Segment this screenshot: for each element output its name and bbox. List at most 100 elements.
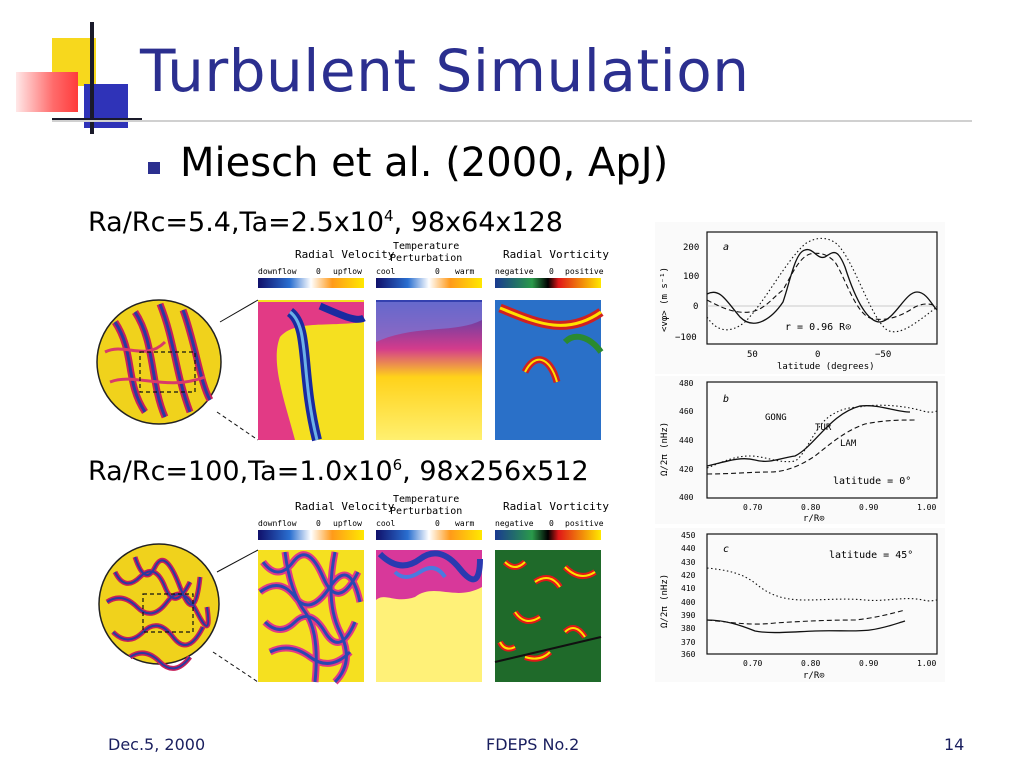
globe-2 xyxy=(98,543,220,671)
logo-red-bar xyxy=(16,72,78,112)
plot-b-frame xyxy=(706,381,938,499)
plot-c-ytick-410: 410 xyxy=(681,584,696,593)
plot-b-lam-line xyxy=(706,419,918,475)
label-negative: negative xyxy=(495,267,534,276)
label-warm-2: warm xyxy=(455,519,474,528)
plot-c-xtick-070: 0.70 xyxy=(743,659,762,668)
plot-c-annotation: latitude = 45° xyxy=(829,550,913,561)
plot-b-xtick-070: 0.70 xyxy=(743,503,762,512)
plot-b-xtick-080: 0.80 xyxy=(801,503,820,512)
colorbar-vorticity-2 xyxy=(495,530,601,540)
label-downflow: downflow xyxy=(258,267,297,276)
plot-b-ytick-440: 440 xyxy=(679,436,694,445)
globe-1 xyxy=(96,299,222,425)
plot-b-xlabel: r/R⊙ xyxy=(803,514,825,524)
plot-a-annotation: r = 0.96 R⊙ xyxy=(785,322,851,333)
plot-c-ytick-450: 450 xyxy=(681,531,696,540)
colorbar-temperature-2 xyxy=(376,530,482,540)
plot-b-xtick-090: 0.90 xyxy=(859,503,878,512)
plot-a: <vφ> (m s⁻¹) 200 100 0 −100 50 0 −50 lat… xyxy=(655,222,945,374)
plot-a-xtick-neg50: −50 xyxy=(875,350,891,360)
simulation-figure-1: Radial Velocity Temperature Perturbation… xyxy=(96,242,609,442)
header-temperature-2: Temperature xyxy=(393,494,459,505)
plot-c-xtick-090: 0.90 xyxy=(859,659,878,668)
footer-page-number: 14 xyxy=(944,735,965,754)
plot-c-solid-line xyxy=(706,619,906,634)
header-radial-velocity-2: Radial Velocity xyxy=(295,500,395,513)
plot-c-xlabel: r/R⊙ xyxy=(803,671,825,681)
plot-a-ytick-neg100: −100 xyxy=(675,333,697,343)
header-radial-vorticity-2: Radial Vorticity xyxy=(503,500,609,513)
plot-c-ytick-360: 360 xyxy=(681,650,696,659)
footer-center: FDEPS No.2 xyxy=(486,735,580,754)
header-perturbation-2: Perturbation xyxy=(390,506,462,517)
plot-c-ylabel: Ω/2π (nHz) xyxy=(660,574,670,628)
label-zero-v: 0 xyxy=(549,267,554,276)
case1-label: Ra/Rc=5.4,Ta=2.5x104, 98x64x128 xyxy=(88,207,563,238)
label-cool: cool xyxy=(376,267,395,276)
plot-c-xtick-100: 1.00 xyxy=(917,659,936,668)
label-zero: 0 xyxy=(316,267,321,276)
bullet-marker xyxy=(148,162,160,174)
plot-b-annotation: latitude = 0° xyxy=(833,476,911,487)
plot-a-dashed-line xyxy=(706,252,938,320)
footer-date: Dec.5, 2000 xyxy=(108,735,206,754)
plot-b-tur-line xyxy=(706,405,911,467)
plot-b-gong-line xyxy=(706,404,938,469)
plot-b-ytick-480: 480 xyxy=(679,379,694,388)
header-temperature: Temperature xyxy=(393,242,459,252)
plot-b-ytick-420: 420 xyxy=(679,465,694,474)
label-zero-2: 0 xyxy=(316,519,321,528)
plot-c-letter: c xyxy=(723,544,729,555)
colorbar-temperature xyxy=(376,278,482,288)
plot-a-xtick-0: 0 xyxy=(815,350,820,360)
title-underline xyxy=(52,120,972,122)
colorbar-vorticity xyxy=(495,278,601,288)
plot-c-ytick-430: 430 xyxy=(681,558,696,567)
colorbar-velocity xyxy=(258,278,364,288)
plot-c: Ω/2π (nHz) 450 440 430 420 410 400 390 3… xyxy=(655,528,945,682)
header-radial-vorticity: Radial Vorticity xyxy=(503,248,609,261)
label-warm: warm xyxy=(455,267,474,276)
plot-c-ytick-400: 400 xyxy=(681,598,696,607)
label-positive-2: positive xyxy=(565,519,604,528)
label-upflow: upflow xyxy=(333,267,362,276)
plot-c-ytick-380: 380 xyxy=(681,624,696,633)
simulation-figure-2: Radial Velocity Temperature Perturbation… xyxy=(98,494,609,685)
plot-c-frame xyxy=(706,533,938,655)
header-perturbation: Perturbation xyxy=(390,253,462,264)
plot-c-xtick-080: 0.80 xyxy=(801,659,820,668)
label-positive: positive xyxy=(565,267,604,276)
label-downflow-2: downflow xyxy=(258,519,297,528)
plot-b-tur-label: TUR xyxy=(815,423,832,433)
label-zero-t-2: 0 xyxy=(435,519,440,528)
plot-b-letter: b xyxy=(723,394,729,405)
plot-b-gong-label: GONG xyxy=(765,413,787,423)
label-upflow-2: upflow xyxy=(333,519,362,528)
label-negative-2: negative xyxy=(495,519,534,528)
plot-b-ytick-400: 400 xyxy=(679,493,694,502)
plot-a-frame xyxy=(706,231,938,345)
plot-a-ytick-0: 0 xyxy=(693,302,698,312)
plot-a-solid-line xyxy=(706,248,938,324)
plot-b-xtick-100: 1.00 xyxy=(917,503,936,512)
plot-b: Ω/2π (nHz) 480 460 440 420 400 0.70 0.80… xyxy=(655,376,945,524)
plot-a-xtick-50: 50 xyxy=(747,350,758,360)
logo-vertical-line xyxy=(90,22,94,134)
plot-c-ytick-370: 370 xyxy=(681,638,696,647)
plot-c-dashed-line xyxy=(706,609,906,625)
label-cool-2: cool xyxy=(376,519,395,528)
plot-a-dotted-line xyxy=(706,237,938,333)
plot-a-ytick-100: 100 xyxy=(683,272,699,282)
label-zero-v-2: 0 xyxy=(549,519,554,528)
case2-label: Ra/Rc=100,Ta=1.0x106, 98x256x512 xyxy=(88,456,589,487)
bullet-text: Miesch et al. (2000, ApJ) xyxy=(180,140,669,186)
plot-b-lam-label: LAM xyxy=(840,439,857,449)
colorbar-velocity-2 xyxy=(258,530,364,540)
plot-c-ytick-420: 420 xyxy=(681,571,696,580)
plot-c-dotted-line xyxy=(706,567,938,602)
plot-a-xlabel: latitude (degrees) xyxy=(777,362,875,372)
plot-a-letter: a xyxy=(723,242,729,253)
logo-horizontal-line xyxy=(52,118,142,121)
plot-b-ytick-460: 460 xyxy=(679,407,694,416)
